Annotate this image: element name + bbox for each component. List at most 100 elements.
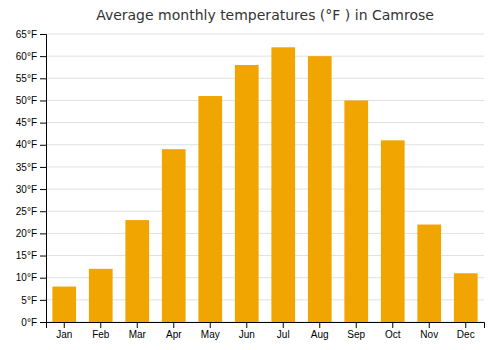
tick-label: 25°F — [16, 206, 37, 217]
grid-line — [46, 56, 484, 57]
tick: Aug — [311, 322, 329, 340]
tick-mark — [40, 56, 46, 57]
tick-label: May — [201, 329, 220, 340]
tick-mark — [40, 145, 46, 146]
tick: Dec — [457, 322, 475, 340]
tick: Jan — [56, 322, 72, 340]
tick: 40°F — [16, 139, 46, 150]
grid-line — [46, 100, 484, 101]
tick: 5°F — [21, 295, 46, 306]
bar — [162, 149, 186, 322]
tick-mark — [356, 322, 357, 328]
tick: 10°F — [16, 272, 46, 283]
grid-line — [46, 189, 484, 190]
tick-label: Dec — [457, 329, 475, 340]
tick-label: 35°F — [16, 162, 37, 173]
tick: 0°F — [21, 317, 46, 328]
tick: Jul — [277, 322, 290, 340]
tick: 45°F — [16, 117, 46, 128]
tick-mark — [40, 189, 46, 190]
tick-mark — [40, 167, 46, 168]
tick-mark — [40, 78, 46, 79]
tick: Nov — [420, 322, 438, 340]
tick-mark — [283, 322, 284, 328]
tick-mark — [137, 322, 138, 328]
bar — [417, 225, 441, 322]
tick-label: 15°F — [16, 250, 37, 261]
tick-label: 50°F — [16, 95, 37, 106]
tick: 20°F — [16, 228, 46, 239]
bars — [52, 47, 477, 322]
tick-mark — [40, 300, 46, 301]
tick-mark — [319, 322, 320, 328]
bar — [52, 287, 76, 322]
grid-line — [46, 211, 484, 212]
tick-label: Jul — [277, 329, 290, 340]
grid-line — [46, 78, 484, 79]
tick-mark — [40, 233, 46, 234]
tick-mark — [40, 34, 46, 35]
chart: Jan Feb Mar Apr May Jun Jul Aug Sep Oct Nov Dec 0°F 5… — [0, 0, 500, 350]
tick-label: Feb — [92, 329, 110, 340]
grid-line — [46, 34, 484, 35]
bar — [271, 47, 295, 322]
tick-label: 5°F — [21, 295, 37, 306]
tick: 55°F — [16, 73, 46, 84]
grid-line — [46, 144, 484, 145]
tick-mark — [465, 322, 466, 328]
tick-label: 60°F — [16, 51, 37, 62]
tick-mark — [40, 278, 46, 279]
tick-mark — [40, 256, 46, 257]
bar — [89, 269, 113, 322]
tick-mark — [246, 322, 247, 328]
tick: Apr — [166, 322, 182, 340]
tick-label: 10°F — [16, 272, 37, 283]
bar — [125, 220, 149, 322]
tick-label: Mar — [129, 329, 147, 340]
grid-line — [46, 122, 484, 123]
tick-label: 65°F — [16, 29, 37, 40]
tick-mark — [40, 123, 46, 124]
axis-line — [47, 323, 485, 329]
tick-label: 40°F — [16, 139, 37, 150]
bar — [308, 56, 332, 322]
tick: Mar — [129, 322, 147, 340]
tick-label: 55°F — [16, 73, 37, 84]
tick-label: 45°F — [16, 117, 37, 128]
tick-label: 30°F — [16, 184, 37, 195]
tick-label: 0°F — [21, 317, 37, 328]
y-axis: 0°F 5°F 10°F 15°F 20°F 25°F 30°F 35°F 40°F 45°F 50… — [16, 29, 47, 328]
grid-line — [46, 166, 484, 167]
bar — [454, 273, 478, 322]
grid — [46, 34, 484, 322]
tick-label: Aug — [311, 329, 329, 340]
tick-label: Apr — [166, 329, 182, 340]
tick-mark — [429, 322, 430, 328]
bar — [198, 96, 222, 322]
tick-label: Oct — [385, 329, 401, 340]
tick: 60°F — [16, 51, 46, 62]
tick: 25°F — [16, 206, 46, 217]
title: Average monthly temperatures (°F ) in Ca… — [96, 7, 434, 23]
bar — [344, 100, 368, 322]
tick-mark — [100, 322, 101, 328]
tick: 15°F — [16, 250, 46, 261]
tick: May — [201, 322, 220, 340]
tick: 35°F — [16, 162, 46, 173]
tick: Feb — [92, 322, 110, 340]
tick-label: Jun — [239, 329, 255, 340]
bar — [235, 65, 259, 322]
tick-mark — [40, 211, 46, 212]
tick-label: 20°F — [16, 228, 37, 239]
tick-label: Jan — [56, 329, 72, 340]
bar — [381, 140, 405, 322]
tick: 30°F — [16, 184, 46, 195]
tick-mark — [392, 322, 393, 328]
tick-label: Sep — [347, 329, 365, 340]
tick: 50°F — [16, 95, 46, 106]
tick-mark — [210, 322, 211, 328]
tick-mark — [40, 322, 46, 323]
plot: Jan Feb Mar Apr May Jun Jul Aug Sep Oct Nov Dec 0°F 5… — [16, 29, 485, 340]
x-axis: Jan Feb Mar Apr May Jun Jul Aug Sep Oct Nov Dec — [47, 322, 485, 340]
tick: Sep — [347, 322, 365, 340]
